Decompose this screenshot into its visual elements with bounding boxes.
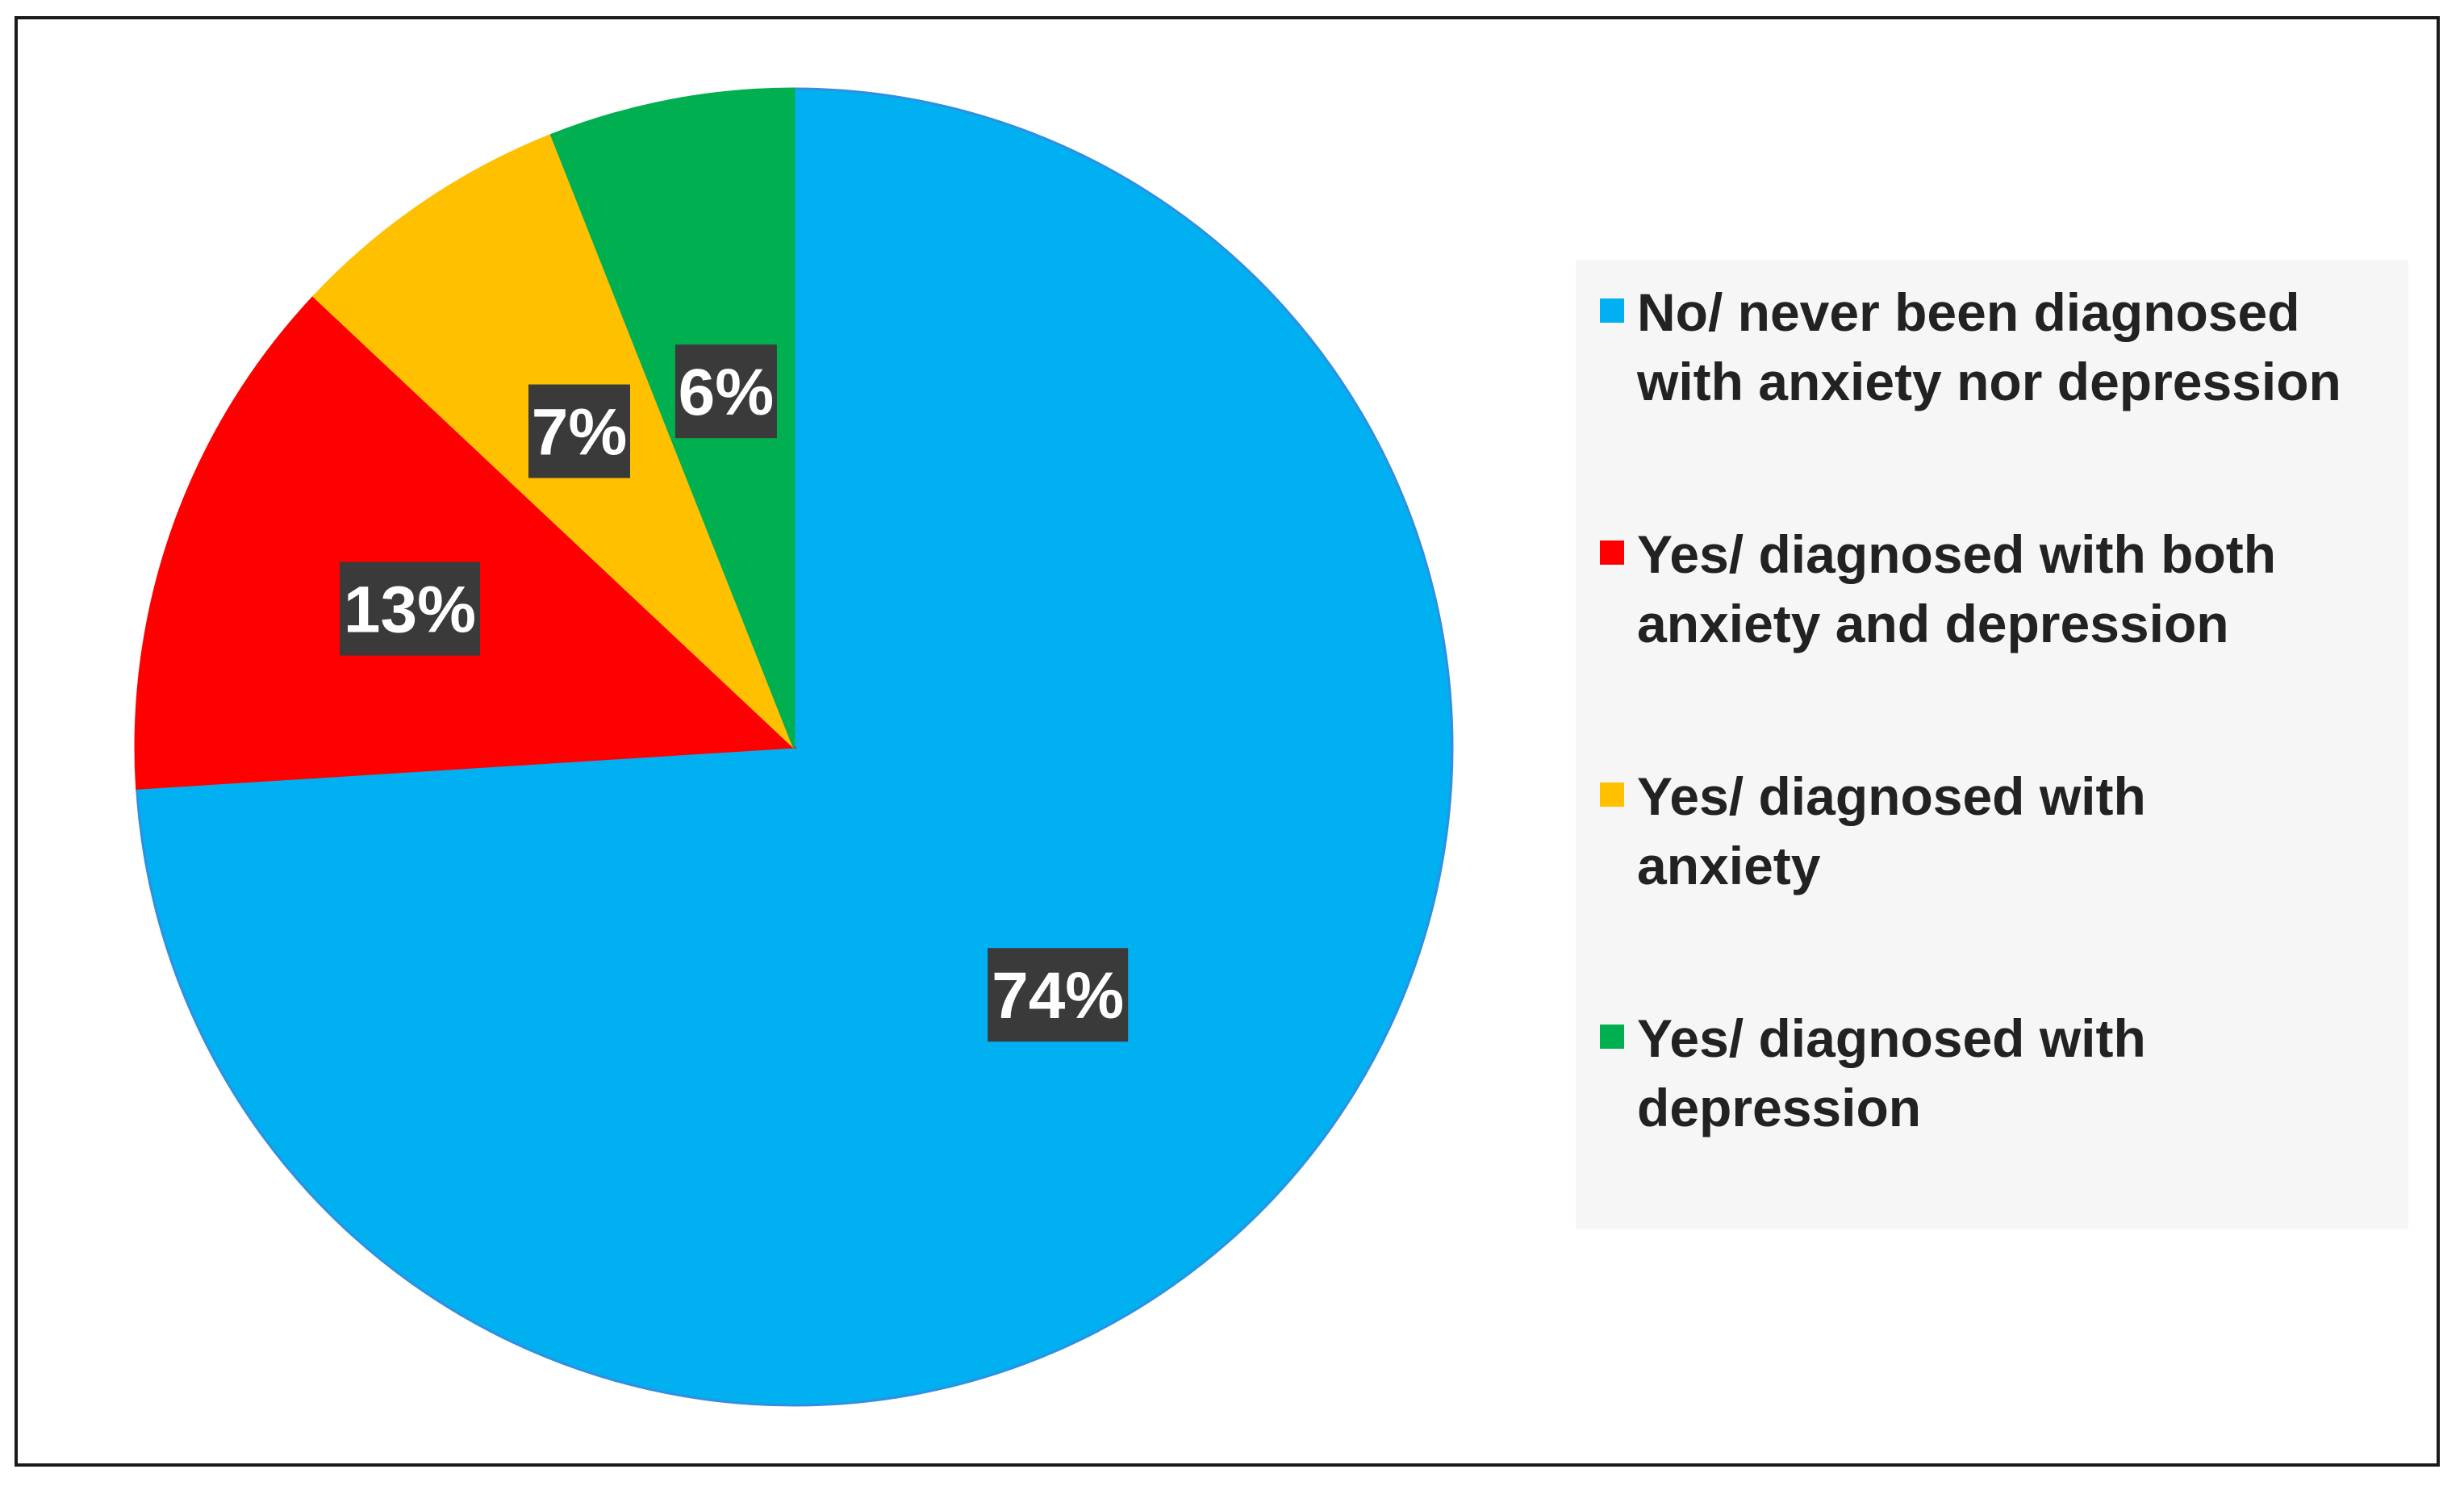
data-label-text: 7% (532, 396, 628, 470)
legend-label: Yes/ diagnosed with depression (1637, 1008, 2146, 1137)
legend-label: Yes/ diagnosed with both anxiety and dep… (1637, 524, 2277, 653)
data-label-both: 13% (339, 561, 480, 656)
legend-swatch (1600, 783, 1624, 807)
legend-swatch (1600, 540, 1624, 565)
legend-item-depression: Yes/ diagnosed with depression (1600, 1004, 2400, 1142)
slice-both (134, 294, 797, 790)
data-label-box (528, 384, 630, 478)
data-label-text: 6% (679, 356, 775, 429)
legend-swatch (1600, 298, 1624, 323)
legend-item-never-diagnosed: No/ never been diagnosed with anxiety no… (1600, 278, 2400, 416)
legend-label: No/ never been diagnosed with anxiety no… (1637, 282, 2341, 411)
data-label-text: 13% (344, 574, 476, 647)
legend: No/ never been diagnosed with anxiety no… (1576, 260, 2408, 1229)
legend-item-both: Yes/ diagnosed with both anxiety and dep… (1600, 520, 2400, 658)
data-label-box (988, 948, 1129, 1042)
data-label-never-diagnosed: 74% (988, 948, 1129, 1042)
data-label-box (674, 344, 777, 439)
legend-item-anxiety: Yes/ diagnosed with anxiety (1600, 762, 2400, 900)
legend-label: Yes/ diagnosed with anxiety (1637, 766, 2146, 895)
data-label-anxiety: 7% (528, 384, 630, 478)
legend-swatch (1600, 1025, 1624, 1049)
data-label-box (339, 561, 480, 656)
pie-data-labels: 74% 13% 7% 6% (339, 344, 1129, 1042)
data-label-text: 74% (992, 959, 1124, 1033)
pie-slices (134, 87, 1454, 1407)
data-label-depression: 6% (674, 344, 777, 439)
slice-depression (549, 87, 796, 748)
